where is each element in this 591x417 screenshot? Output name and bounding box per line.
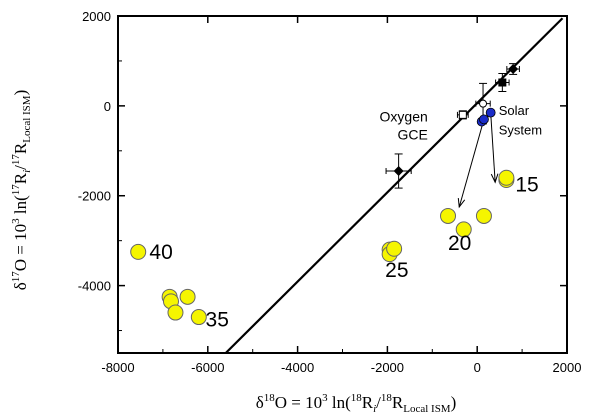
y-tick-label: 2000 [82, 9, 111, 24]
group-label: 15 [515, 174, 538, 197]
y-tick-label: -4000 [78, 279, 111, 294]
model-point [179, 288, 196, 305]
data-point-square [498, 78, 507, 87]
x-tick-label: -8000 [101, 360, 134, 375]
data-point-open-circle [479, 99, 488, 108]
solar-system-point [479, 114, 489, 125]
x-axis-title: δ18O = 103 ln(18Ri/18RLocal ISM) [256, 392, 457, 415]
model-point [167, 304, 184, 321]
model-point [386, 240, 403, 257]
arrow-head [457, 197, 466, 209]
model-point [130, 243, 147, 260]
model-point [455, 221, 472, 238]
group-label: 35 [206, 308, 229, 331]
arrow-shaft [458, 119, 485, 208]
group-label: 25 [385, 259, 408, 282]
x-tick-label: -4000 [281, 360, 314, 375]
model-point [190, 309, 207, 326]
model-point [475, 207, 492, 224]
x-tick-label: 2000 [553, 360, 582, 375]
arrow-head [490, 173, 499, 184]
group-label: 40 [149, 241, 172, 264]
x-tick-label: -6000 [191, 360, 224, 375]
data-point-open-square [458, 110, 467, 119]
annotation-label: Solar [499, 103, 530, 118]
model-point [440, 207, 457, 224]
x-tick-label: 0 [474, 360, 481, 375]
y-axis-title: δ17O = 103 ln(17Ri/17RLocal ISM) [10, 90, 33, 291]
annotation-label: System [499, 123, 542, 138]
annotation-label: GCE [397, 127, 427, 143]
data-point-diamond [508, 64, 519, 75]
solar-system-point [485, 107, 496, 118]
data-point-diamond [393, 166, 404, 177]
y-tick-label: -2000 [78, 189, 111, 204]
reference-line [224, 17, 564, 353]
annotation-label: Oxygen [380, 109, 428, 125]
model-point [498, 169, 515, 186]
group-label: 20 [448, 232, 471, 255]
x-tick-label: -2000 [371, 360, 404, 375]
y-tick-label: 0 [104, 99, 111, 114]
arrow-shaft [490, 112, 496, 183]
